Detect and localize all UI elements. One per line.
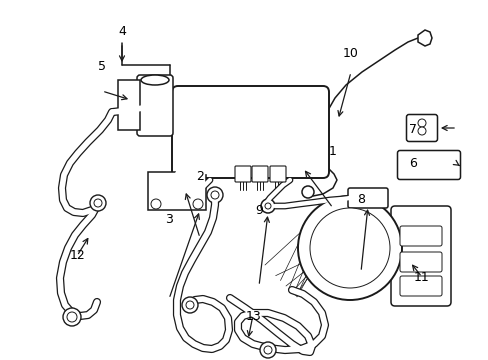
FancyBboxPatch shape bbox=[235, 166, 250, 182]
Text: 8: 8 bbox=[356, 193, 364, 206]
FancyBboxPatch shape bbox=[148, 172, 205, 210]
Circle shape bbox=[324, 222, 375, 274]
Circle shape bbox=[260, 342, 275, 358]
FancyBboxPatch shape bbox=[390, 206, 450, 306]
Circle shape bbox=[206, 187, 223, 203]
Circle shape bbox=[337, 236, 361, 260]
Circle shape bbox=[90, 195, 106, 211]
FancyBboxPatch shape bbox=[118, 80, 140, 130]
Text: 9: 9 bbox=[255, 204, 263, 217]
Text: 10: 10 bbox=[343, 47, 358, 60]
Text: 12: 12 bbox=[69, 249, 85, 262]
Circle shape bbox=[302, 186, 313, 198]
FancyBboxPatch shape bbox=[269, 166, 285, 182]
FancyBboxPatch shape bbox=[399, 252, 441, 272]
FancyBboxPatch shape bbox=[399, 276, 441, 296]
Circle shape bbox=[264, 203, 270, 209]
FancyBboxPatch shape bbox=[397, 150, 460, 180]
Circle shape bbox=[185, 301, 194, 309]
Polygon shape bbox=[417, 30, 431, 46]
FancyBboxPatch shape bbox=[251, 166, 267, 182]
Circle shape bbox=[193, 199, 203, 209]
Circle shape bbox=[264, 346, 271, 354]
Circle shape bbox=[67, 312, 77, 322]
Text: 5: 5 bbox=[98, 60, 105, 73]
Text: 7: 7 bbox=[408, 123, 416, 136]
FancyBboxPatch shape bbox=[172, 86, 328, 178]
Circle shape bbox=[63, 308, 81, 326]
Circle shape bbox=[182, 297, 198, 313]
FancyBboxPatch shape bbox=[137, 75, 173, 136]
Text: 4: 4 bbox=[118, 25, 126, 38]
Circle shape bbox=[417, 127, 425, 135]
Text: 6: 6 bbox=[408, 157, 416, 170]
Circle shape bbox=[261, 199, 274, 213]
Text: 1: 1 bbox=[328, 145, 336, 158]
FancyBboxPatch shape bbox=[347, 188, 387, 208]
Ellipse shape bbox=[141, 75, 169, 85]
Text: 2: 2 bbox=[196, 170, 204, 183]
Circle shape bbox=[210, 191, 219, 199]
FancyBboxPatch shape bbox=[399, 226, 441, 246]
Text: 3: 3 bbox=[164, 213, 172, 226]
Circle shape bbox=[94, 199, 102, 207]
Text: 11: 11 bbox=[413, 271, 428, 284]
Circle shape bbox=[309, 208, 389, 288]
Circle shape bbox=[297, 196, 401, 300]
FancyBboxPatch shape bbox=[406, 114, 437, 141]
Text: 13: 13 bbox=[245, 310, 261, 323]
Circle shape bbox=[417, 119, 425, 127]
Circle shape bbox=[151, 199, 161, 209]
